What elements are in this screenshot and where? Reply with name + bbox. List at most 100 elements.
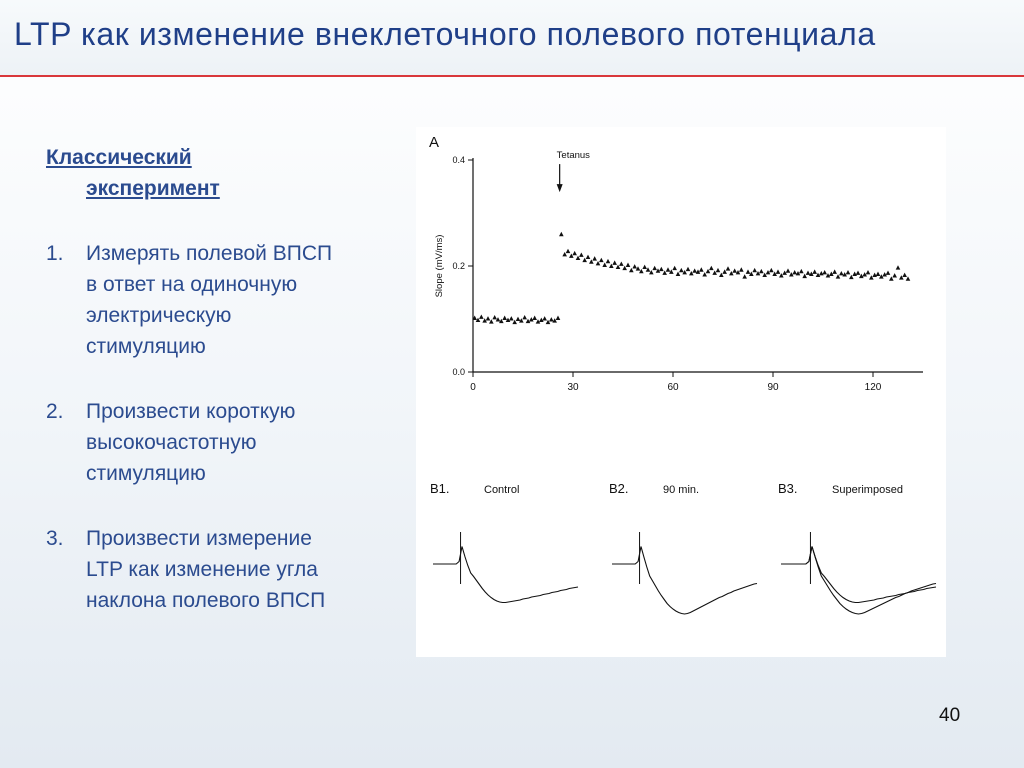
- data-point: [475, 317, 481, 323]
- data-point: [879, 274, 884, 279]
- step-1: 1. Измерять полевой ВПСП в ответ на один…: [46, 238, 406, 362]
- data-point: [569, 253, 574, 258]
- x-tick-label: 0: [470, 382, 476, 393]
- data-point: [645, 267, 651, 272]
- data-point: [639, 268, 644, 274]
- data-point: [732, 268, 737, 273]
- data-point: [865, 269, 871, 275]
- data-point: [509, 316, 514, 321]
- data-point: [629, 267, 634, 273]
- x-tick-label: 30: [567, 382, 579, 393]
- panel-title: Superimposed: [832, 484, 903, 496]
- data-point: [565, 248, 571, 254]
- data-point: [702, 272, 707, 277]
- data-point: [555, 315, 561, 320]
- data-point: [812, 269, 817, 274]
- step-line: Измерять полевой ВПСП: [86, 242, 333, 265]
- data-point: [575, 255, 581, 261]
- step-line: наклона полевого ВПСП: [86, 589, 326, 612]
- data-point: [635, 266, 641, 271]
- data-point: [579, 252, 584, 257]
- data-point: [825, 273, 831, 278]
- step-line: Произвести короткую: [86, 400, 296, 423]
- heading-line-1: Классический: [46, 146, 192, 169]
- step-line: высокочастотную: [86, 431, 257, 454]
- data-point: [785, 268, 791, 273]
- data-point: [615, 264, 621, 270]
- x-tick-label: 60: [667, 382, 679, 393]
- y-tick-label: 0.2: [452, 261, 465, 271]
- step-line: стимуляцию: [86, 462, 206, 485]
- step-line: стимуляцию: [86, 335, 206, 358]
- data-point: [759, 268, 764, 274]
- trace-line: [781, 546, 937, 604]
- data-point: [689, 271, 694, 276]
- data-point: [549, 317, 554, 322]
- data-point: [672, 265, 677, 271]
- x-tick-label: 120: [865, 382, 882, 393]
- data-point: [872, 272, 877, 278]
- data-point: [632, 264, 637, 269]
- data-point: [532, 315, 537, 320]
- data-point: [752, 267, 757, 273]
- data-point: [692, 268, 697, 273]
- step-line: электрическую: [86, 304, 232, 327]
- data-point: [665, 267, 671, 272]
- data-point: [725, 266, 731, 271]
- data-point: [859, 273, 864, 279]
- data-point: [592, 256, 597, 261]
- data-point: [895, 265, 901, 270]
- step-line: Произвести измерение: [86, 527, 312, 550]
- x-tick-label: 90: [767, 382, 779, 393]
- step-number: 1.: [46, 242, 64, 265]
- data-point: [742, 274, 747, 279]
- data-point: [535, 319, 541, 324]
- data-point: [862, 272, 867, 277]
- title-bar: LTP как изменение внеклеточного полевого…: [0, 0, 1024, 76]
- data-point: [572, 250, 577, 256]
- data-point: [502, 315, 507, 320]
- data-point: [642, 264, 647, 270]
- data-point: [802, 273, 807, 279]
- slide-title: LTP как изменение внеклеточного полевого…: [14, 16, 876, 52]
- data-point: [882, 272, 887, 277]
- data-point: [875, 271, 881, 276]
- data-point: [839, 271, 844, 276]
- step-number: 2.: [46, 400, 64, 423]
- data-point: [805, 270, 811, 275]
- data-point: [762, 272, 767, 278]
- data-point: [522, 315, 527, 320]
- data-point: [499, 318, 504, 324]
- data-point: [845, 269, 851, 275]
- data-point: [772, 271, 777, 276]
- data-point: [749, 271, 754, 276]
- data-point: [562, 251, 567, 257]
- page-number: 40: [939, 705, 961, 726]
- data-point: [902, 272, 907, 278]
- data-point: [832, 269, 837, 274]
- data-point: [855, 270, 861, 275]
- trace-line: [781, 546, 937, 615]
- panel-title: Control: [484, 484, 519, 496]
- data-point: [505, 317, 511, 323]
- data-point: [619, 261, 624, 266]
- data-point: [605, 258, 611, 264]
- data-point: [722, 269, 727, 274]
- data-point: [809, 271, 814, 276]
- data-point: [482, 318, 487, 323]
- step-number: 3.: [46, 527, 64, 550]
- step-2: 2. Произвести короткую высокочастотную с…: [46, 396, 406, 489]
- data-point: [649, 269, 654, 275]
- trace-line: [612, 546, 758, 615]
- data-point: [602, 262, 607, 267]
- data-point: [889, 276, 894, 281]
- experiment-heading: Классический эксперимент: [46, 142, 406, 204]
- data-point: [769, 267, 774, 273]
- data-point: [799, 268, 804, 274]
- data-point: [525, 318, 531, 324]
- step-line: в ответ на одиночную: [86, 273, 298, 296]
- data-point: [659, 266, 664, 272]
- data-point: [779, 273, 784, 278]
- data-point: [822, 269, 827, 275]
- panel-title: 90 min.: [663, 484, 699, 496]
